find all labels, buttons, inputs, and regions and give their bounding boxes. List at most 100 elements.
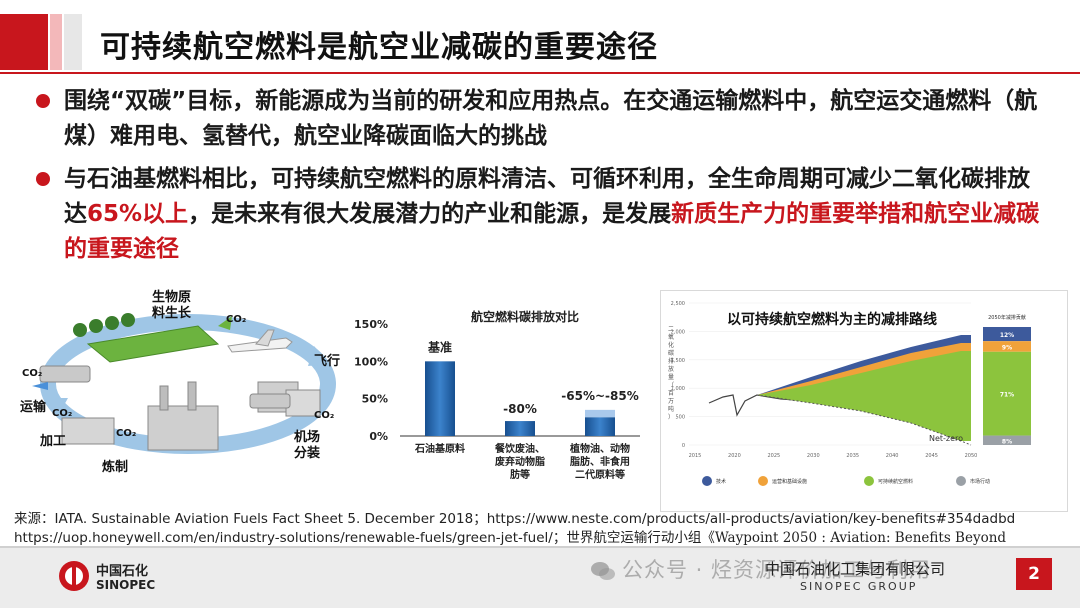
logo-text-en: SINOPEC xyxy=(96,578,156,592)
header-divider xyxy=(0,72,1080,74)
share-segment xyxy=(983,435,1031,445)
y-label-char: 氧 xyxy=(668,333,674,341)
source-citation: 来源：IATA. Sustainable Aviation Fuels Fact… xyxy=(14,510,1074,567)
y-label-char: （ xyxy=(668,382,674,389)
legend-label: 技术 xyxy=(716,478,726,485)
legend-swatch-icon xyxy=(702,476,712,486)
y-tick-label: 500 xyxy=(675,415,685,421)
lifecycle-diagram: 生物原料生长 CO₂ 飞行 CO₂ 运输 CO₂ 加工 CO₂ 炼制 CO₂ 机… xyxy=(18,286,358,484)
y-tick-label: 0% xyxy=(369,430,388,443)
x-tick-label: 植物油、动物 xyxy=(569,442,630,455)
chart-title: 航空燃料碳排放对比 xyxy=(471,309,579,324)
x-tick-label: 二代原料等 xyxy=(575,468,625,481)
y-label-char: ） xyxy=(668,414,674,421)
net-zero-label: Net-zero xyxy=(929,434,963,443)
x-tick-label: 2020 xyxy=(728,453,741,459)
bullet-item-1: 围绕“双碳”目标，新能源成为当前的研发和应用热点。在交通运输燃料中，航空运交通燃… xyxy=(30,84,1050,154)
x-tick-label: 餐饮废油、 xyxy=(494,442,545,455)
bullet-2-text: 与石油基燃料相比，可持续航空燃料的原料清洁、可循环利用，全生命周期可减少二氧化碳… xyxy=(64,166,1030,227)
company-name-cn: 中国石油化工集团有限公司 xyxy=(765,560,946,578)
page-number: 2 xyxy=(1016,558,1052,590)
header-accent-stripe-grey xyxy=(64,14,82,70)
legend-label: 可持续航空燃料 xyxy=(878,478,913,485)
watermark-text: 公众号 · 烃资源评价加工与利用 xyxy=(622,558,932,582)
share-label: 12% xyxy=(1000,332,1014,339)
source-prefix: 来源： xyxy=(14,511,55,527)
x-tick-label: 2050 xyxy=(965,453,978,459)
wechat-icon xyxy=(591,562,615,580)
x-tick-label: 2015 xyxy=(689,453,702,459)
co2-label: CO₂ xyxy=(52,408,73,419)
bullet-dot-icon xyxy=(36,94,50,108)
share-segment xyxy=(983,351,1031,436)
x-tick-label: 2030 xyxy=(807,453,820,459)
area-saf xyxy=(757,351,971,441)
data-label: -80% xyxy=(503,402,537,416)
bullet-list: 围绕“双碳”目标，新能源成为当前的研发和应用热点。在交通运输燃料中，航空运交通燃… xyxy=(30,84,1050,275)
data-label: -65%~-85% xyxy=(561,389,638,403)
co2-label: CO₂ xyxy=(116,428,137,439)
y-tick-label: 0 xyxy=(682,443,685,449)
y-label-char: 万 xyxy=(668,398,674,405)
y-label-char: 碳 xyxy=(668,349,674,357)
x-tick-label: 脂肪、非食用 xyxy=(569,455,630,468)
y-label-char: 量 xyxy=(668,374,674,381)
bar xyxy=(505,421,535,436)
share-bar-title: 2050年减排贡献 xyxy=(988,314,1026,321)
x-tick-label: 废弃动物脂 xyxy=(495,455,545,468)
chart-title: 以可持续航空燃料为主的减排路线 xyxy=(727,311,937,328)
legend-swatch-icon xyxy=(956,476,966,486)
pathway-chart-svg: 2,500 2,000 1,500 1,000 500 0 2015 2020 2025 203… xyxy=(668,301,1031,486)
bullet-dot-icon xyxy=(36,172,50,186)
co2-label: CO₂ xyxy=(314,410,335,421)
header-accent-block xyxy=(0,14,48,70)
company-name-en: SINOPEC GROUP xyxy=(800,580,918,593)
share-segment xyxy=(983,327,1031,342)
share-label: 8% xyxy=(1002,438,1012,445)
co2-label: CO₂ xyxy=(22,368,43,379)
x-tick-label: 2045 xyxy=(925,453,938,459)
label-flight: 飞行 xyxy=(314,354,341,369)
bullet-2-text-cont: ，是未来有很大发展潜力的产业和能源，是发展 xyxy=(188,201,672,227)
sinopec-logo-icon xyxy=(59,561,89,591)
x-tick-label: 2035 xyxy=(846,453,859,459)
bar xyxy=(585,417,615,436)
y-label-char: 排 xyxy=(668,357,674,365)
logo-text-cn: 中国石化 xyxy=(96,564,149,579)
label-transport: 运输 xyxy=(20,400,47,415)
bar xyxy=(425,361,455,436)
y-label-char: 放 xyxy=(668,365,674,373)
y-axis-label: 二氧化碳排放量（百万吨） xyxy=(668,326,674,421)
slide-title: 可持续航空燃料是航空业减碳的重要途径 xyxy=(100,30,658,65)
x-tick-label: 肪等 xyxy=(510,468,530,481)
y-tick-label: 1,000 xyxy=(671,386,685,392)
title-box xyxy=(699,305,965,331)
y-tick-label: 2,000 xyxy=(671,329,685,335)
legend-label: 运营和基础设施 xyxy=(772,478,807,485)
y-tick-label: 2,500 xyxy=(671,301,685,307)
share-segment xyxy=(983,341,1031,352)
y-tick-label: 100% xyxy=(354,355,388,368)
share-label: 71% xyxy=(1000,392,1014,399)
pathway-chart: 2,500 2,000 1,500 1,000 500 0 2015 2020 2025 203… xyxy=(660,290,1068,512)
bullet-2-highlight-1: 65%以上 xyxy=(87,201,189,227)
label-processing: 加工 xyxy=(40,434,67,449)
y-tick-label: 50% xyxy=(362,393,388,406)
x-tick-label: 2040 xyxy=(886,453,899,459)
y-tick-label: 150% xyxy=(354,318,388,331)
net-zero-line xyxy=(756,394,972,446)
co2-label: CO₂ xyxy=(226,314,247,325)
y-label-char: 百 xyxy=(668,390,674,397)
label-refining: 炼制 xyxy=(102,460,129,475)
label-biomass-growth: 生物原料生长 xyxy=(152,290,192,321)
legend-swatch-icon xyxy=(758,476,768,486)
y-label-char: 吨 xyxy=(668,405,674,413)
share-label: 9% xyxy=(1002,344,1012,351)
y-label-char: 二 xyxy=(668,326,674,333)
bullet-2-highlight-2: 新质生产力的重要举措和航空业减碳的重要途径 xyxy=(64,201,1040,262)
source-line-1: IATA. Sustainable Aviation Fuels Fact Sh… xyxy=(54,511,1016,527)
header-accent-stripe xyxy=(50,14,62,70)
bar-range xyxy=(585,409,615,418)
source-line-2: https://uop.honeywell.com/en/industry-so… xyxy=(14,530,715,546)
y-tick-label: 1,500 xyxy=(671,358,685,364)
